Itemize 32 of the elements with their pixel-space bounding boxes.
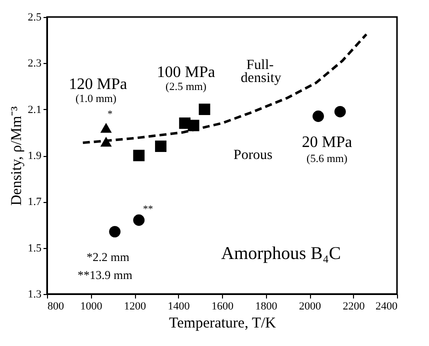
- annotation: (5.6 mm): [306, 153, 348, 165]
- y-tick-label: 2.5: [28, 12, 42, 24]
- y-axis-title: Density, ρ/Mm⁻³: [8, 106, 25, 206]
- y-tick-label: 1.7: [28, 196, 42, 208]
- x-axis-title: Temperature, T/K: [169, 316, 276, 332]
- annotation: Full-: [246, 58, 274, 73]
- annotation: Amorphous B₄C: [221, 243, 341, 263]
- x-tick-label: 1400: [168, 300, 190, 312]
- annotation: *: [108, 109, 112, 120]
- y-tick-label: 1.3: [28, 288, 42, 300]
- x-tick-label: 2200: [342, 300, 366, 312]
- y-tick-label: 2.1: [28, 104, 42, 116]
- x-tick-label: 1800: [255, 300, 278, 312]
- y-tick-label: 1.5: [28, 242, 42, 254]
- annotation: (1.0 mm): [76, 93, 117, 105]
- x-tick-label: 800: [48, 300, 64, 312]
- annotation: (2.5 mm): [166, 81, 207, 93]
- annotation: Porous: [234, 148, 272, 163]
- x-tick-label: 1200: [124, 300, 146, 312]
- annotation: 100 MPa: [156, 64, 216, 81]
- annotation: 120 MPa: [68, 76, 128, 93]
- annotation: **13.9 mm: [78, 268, 133, 282]
- annotation: 20 MPa: [302, 134, 352, 151]
- x-tick-label: 2000: [299, 300, 322, 312]
- y-tick-label: 2.3: [28, 58, 42, 70]
- annotation: density: [240, 71, 282, 86]
- y-tick-label: 1.9: [28, 150, 42, 162]
- x-tick-label: 1000: [80, 300, 103, 312]
- x-tick-label: 2400: [376, 300, 398, 312]
- annotation: **: [143, 204, 153, 215]
- annotation: *2.2 mm: [86, 250, 130, 264]
- x-tick-label: 1600: [212, 300, 234, 312]
